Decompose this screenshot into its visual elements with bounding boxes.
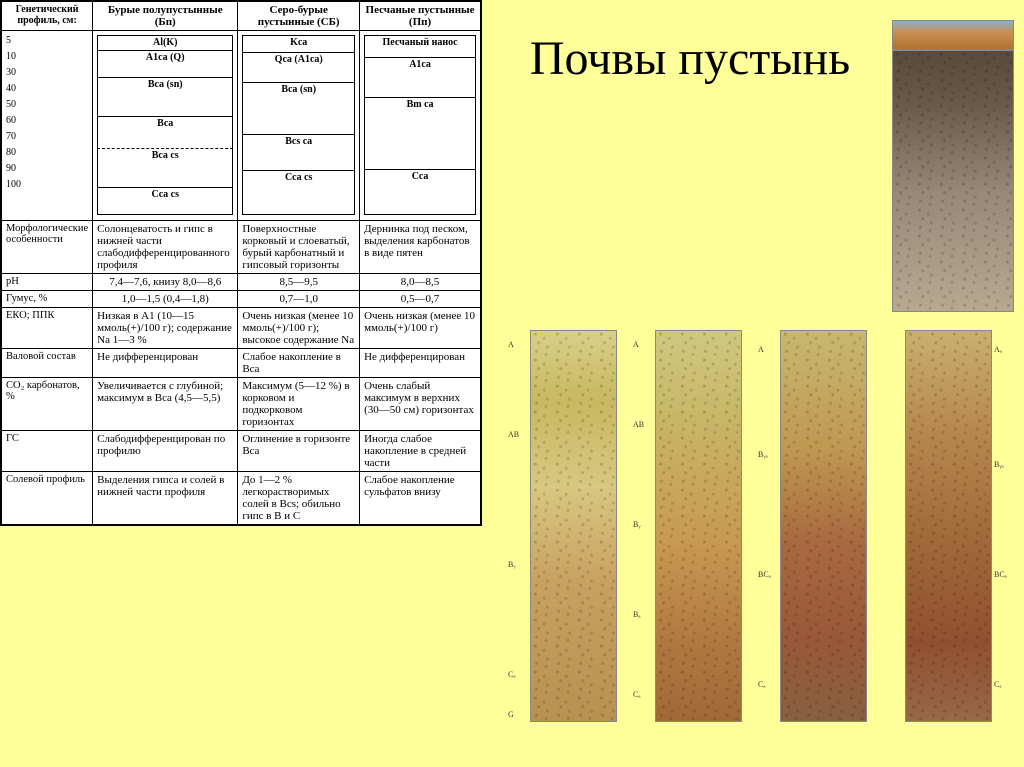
horizon-label: A [633,340,655,349]
horizon-label: AB [508,430,530,439]
profile-col2: Kca Qca (A1ca) Bca (sn) Bcs ca Cca cs [242,35,355,215]
table-row: CO₂ карбонатов, %Увеличивается с глубино… [2,378,481,431]
horizon-label: Bᵧ [508,560,530,569]
table-row: Морфологические особенностиСолонцеватост… [2,221,481,274]
horizon-label: Cₐ [633,690,655,699]
header-col2: Серо-бурые пустынные (СБ) [238,2,360,31]
soil-table: Генетический профиль, см: Бурые полупуст… [0,0,482,526]
horizon-label: Bₐ [633,610,655,619]
header-col3: Песчаные пустынные (Пп) [360,2,481,31]
table-row: Солевой профильВыделения гипса и солей в… [2,472,481,525]
horizon-label: BCₐ [758,570,780,579]
soil-profile-photo-4 [905,330,992,722]
soil-profile-photo-1 [530,330,617,722]
soil-profile-photo-3 [780,330,867,722]
horizon-label: AB [633,420,655,429]
soil-profile-photo-2 [655,330,742,722]
table-row: Гумус, %1,0—1,5 (0,4—1,8)0,7—1,00,5—0,7 [2,291,481,308]
horizon-label: Cₐ [758,680,780,689]
table-row: ЕКО; ППКНизкая в А1 (10—15 ммоль(+)/100 … [2,308,481,349]
page-title: Почвы пустынь [500,30,880,88]
profile-col1: Al(K) A1ca (Q) Bca (sn) Bca Bca cs Cca c… [97,35,233,215]
horizon-label: Bᵧₐ [758,450,780,459]
depth-scale: 51030 405060 708090 100 [6,33,88,193]
horizon-label: BCₐ [994,570,1016,579]
table-row: Валовой составНе дифференцированСлабое н… [2,349,481,378]
landscape-photo [892,20,1014,50]
horizon-label: A [508,340,530,349]
horizon-label: G [508,710,530,719]
soil-profile-photo-top [892,50,1014,312]
profile-col3: Песчаный нанос A1ca Bm ca Cca [364,35,476,215]
horizon-label: Aₐ [994,345,1016,354]
horizon-label: A [758,345,780,354]
horizon-label: Bᵧ [633,520,655,529]
table-row: pH7,4—7,6, книзу 8,0—8,68,5—9,58,0—8,5 [2,274,481,291]
horizon-label: Bᵧₐ [994,460,1016,469]
header-col1: Бурые полупустынные (Бп) [93,2,238,31]
table-row: ГССлабодифференцирован по профилюОглинен… [2,431,481,472]
horizon-label: Cₐ [994,680,1016,689]
horizon-label: Cₐ [508,670,530,679]
header-depth: Генетический профиль, см: [2,2,93,31]
